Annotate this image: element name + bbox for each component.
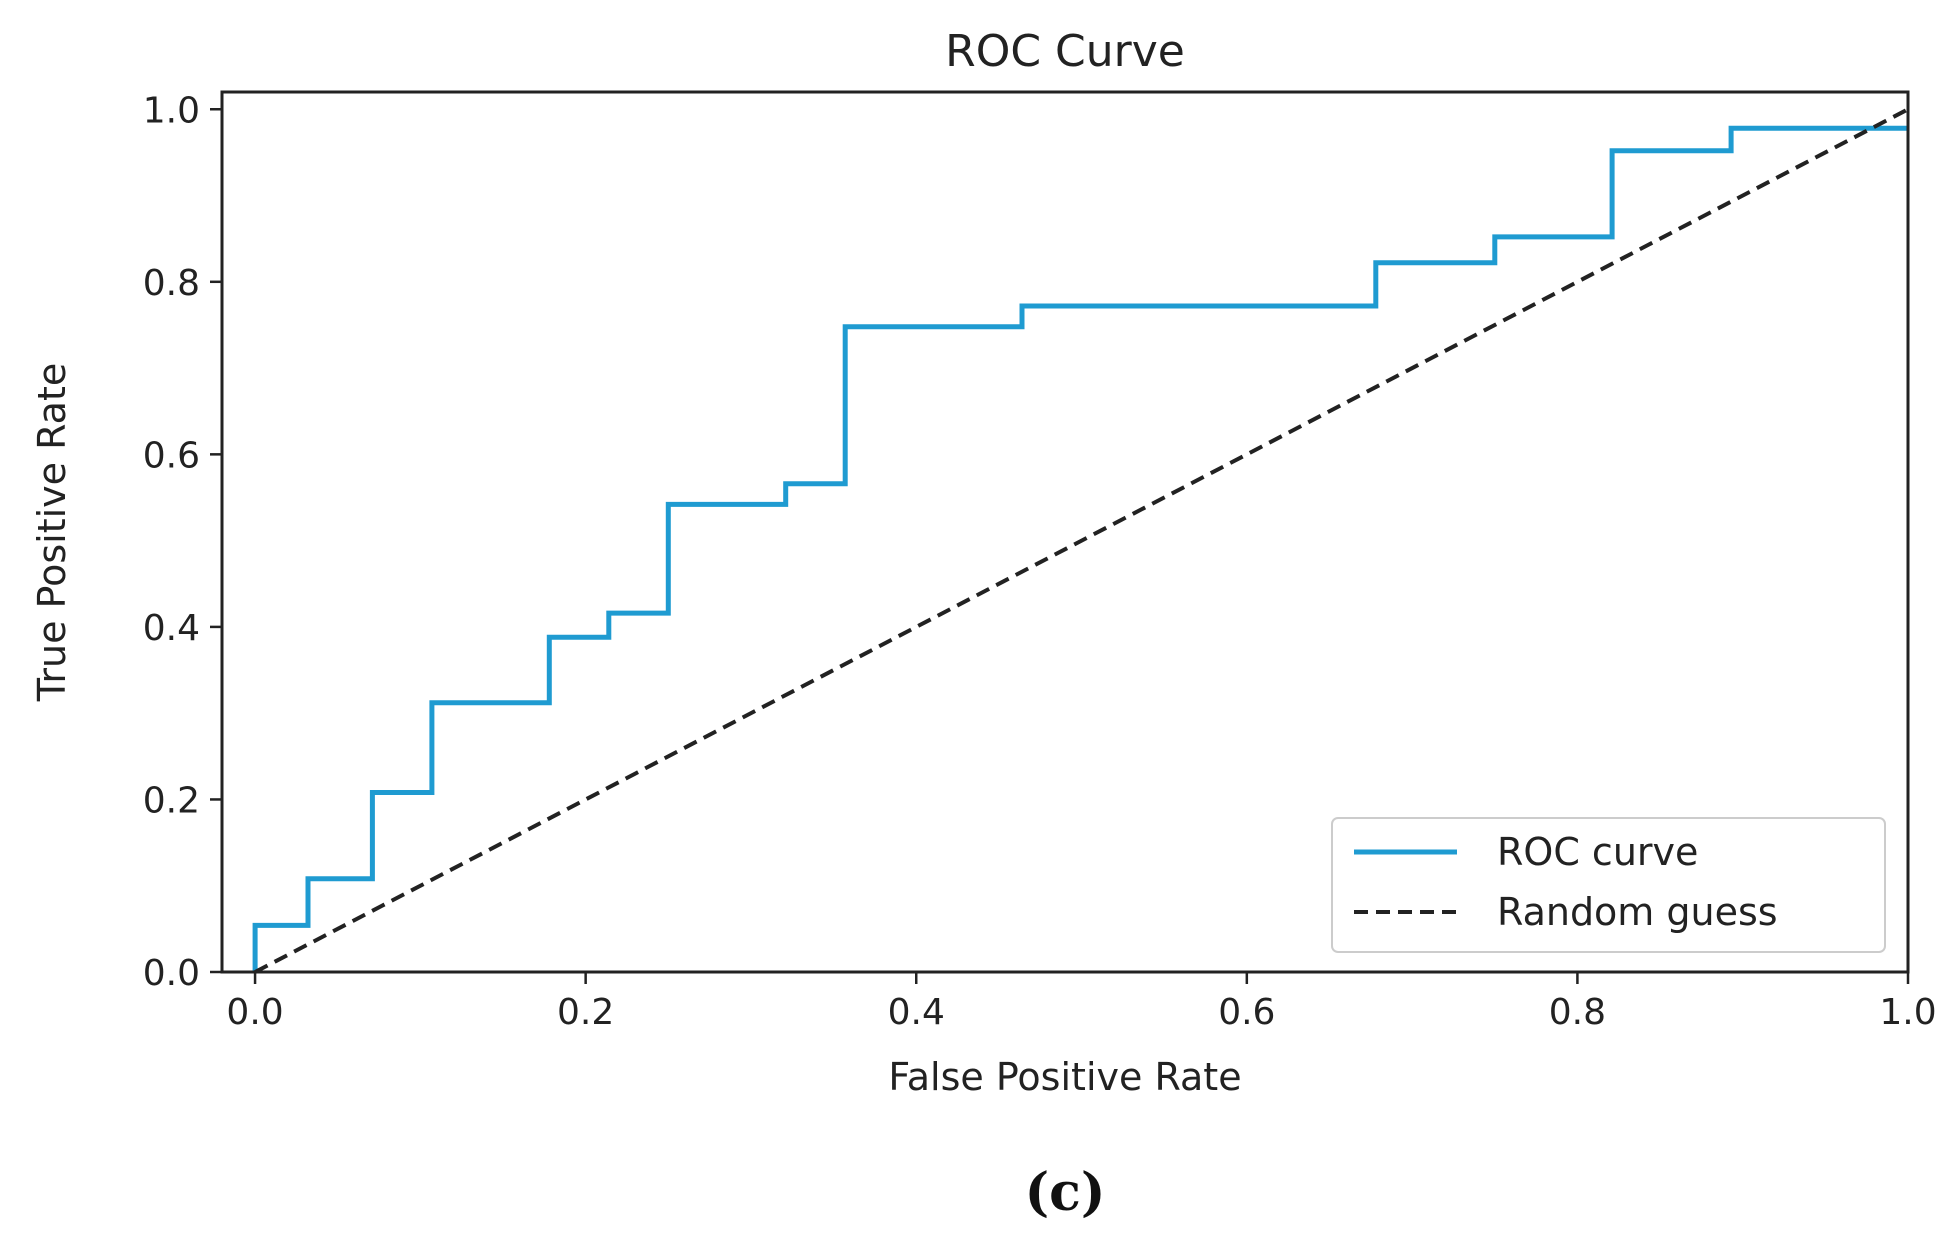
y-axis-label: True Positive Rate: [30, 363, 74, 703]
plot-frame: [220, 90, 1910, 974]
series-line-1: [254, 107, 1909, 974]
x-tick-label: 0.4: [888, 992, 945, 1033]
x-axis-ticks: 0.0 0.2 0.4 0.6 0.8 1.0: [226, 972, 1937, 1033]
y-tick-label: 0.6: [143, 435, 200, 476]
x-tick-label: 0.2: [557, 992, 614, 1033]
x-axis-label: False Positive Rate: [888, 1055, 1241, 1099]
y-tick-label: 0.2: [143, 780, 200, 821]
legend-label-1: Random guess: [1497, 890, 1778, 934]
chart-title: ROC Curve: [945, 26, 1185, 77]
series-line-0: [252, 125, 1908, 972]
y-tick-label: 0.8: [143, 263, 200, 304]
series-layer: [252, 107, 1909, 974]
figure-caption: (c): [1025, 1162, 1106, 1223]
y-axis-ticks: 0.0 0.2 0.4 0.6 0.8 1.0: [143, 90, 222, 994]
legend: ROC curve Random guess: [1331, 817, 1886, 953]
x-tick-label: 1.0: [1879, 992, 1936, 1033]
y-tick-label: 0.4: [143, 608, 200, 649]
x-tick-label: 0.8: [1549, 992, 1606, 1033]
x-tick-label: 0.0: [226, 992, 283, 1033]
y-tick-label: 1.0: [143, 90, 200, 131]
x-tick-label: 0.6: [1218, 992, 1275, 1033]
y-tick-label: 0.0: [143, 953, 200, 994]
legend-box: [1331, 817, 1886, 953]
legend-label-0: ROC curve: [1497, 830, 1698, 874]
